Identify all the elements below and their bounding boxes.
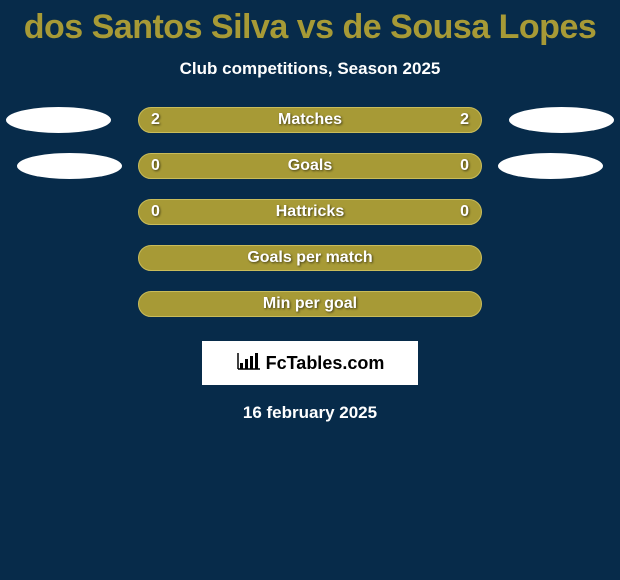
comparison-infographic: dos Santos Silva vs de Sousa Lopes Club …: [0, 0, 620, 423]
player-right-marker: [498, 153, 603, 179]
stat-row-hattricks: 0 Hattricks 0: [0, 199, 620, 225]
footer-date: 16 february 2025: [0, 403, 620, 423]
stat-label: Goals: [288, 157, 332, 175]
stat-value-right: 2: [460, 111, 469, 129]
stat-bar: Min per goal: [138, 291, 482, 317]
logo-text: FcTables.com: [266, 353, 385, 374]
stat-value-right: 0: [460, 203, 469, 221]
stat-value-left: 0: [151, 157, 160, 175]
stat-row-min-per-goal: Min per goal: [0, 291, 620, 317]
stat-row-goals: 0 Goals 0: [0, 153, 620, 179]
stat-label: Min per goal: [263, 295, 357, 313]
stat-bar: 0 Goals 0: [138, 153, 482, 179]
stat-label: Matches: [278, 111, 342, 129]
stat-value-left: 0: [151, 203, 160, 221]
stat-bar: 2 Matches 2: [138, 107, 482, 133]
stat-label: Hattricks: [276, 203, 344, 221]
page-title: dos Santos Silva vs de Sousa Lopes: [0, 8, 620, 47]
barchart-icon: [236, 351, 262, 376]
player-right-marker: [509, 107, 614, 133]
player-left-marker: [6, 107, 111, 133]
stat-row-matches: 2 Matches 2: [0, 107, 620, 133]
stat-bar: Goals per match: [138, 245, 482, 271]
stat-value-left: 2: [151, 111, 160, 129]
logo-inner: FcTables.com: [236, 351, 385, 376]
stat-bar: 0 Hattricks 0: [138, 199, 482, 225]
stat-row-goals-per-match: Goals per match: [0, 245, 620, 271]
stat-value-right: 0: [460, 157, 469, 175]
player-left-marker: [17, 153, 122, 179]
stat-label: Goals per match: [247, 249, 372, 267]
subtitle: Club competitions, Season 2025: [0, 59, 620, 79]
stat-rows: 2 Matches 2 0 Goals 0 0 Hattricks 0: [0, 107, 620, 317]
source-logo: FcTables.com: [202, 341, 418, 385]
